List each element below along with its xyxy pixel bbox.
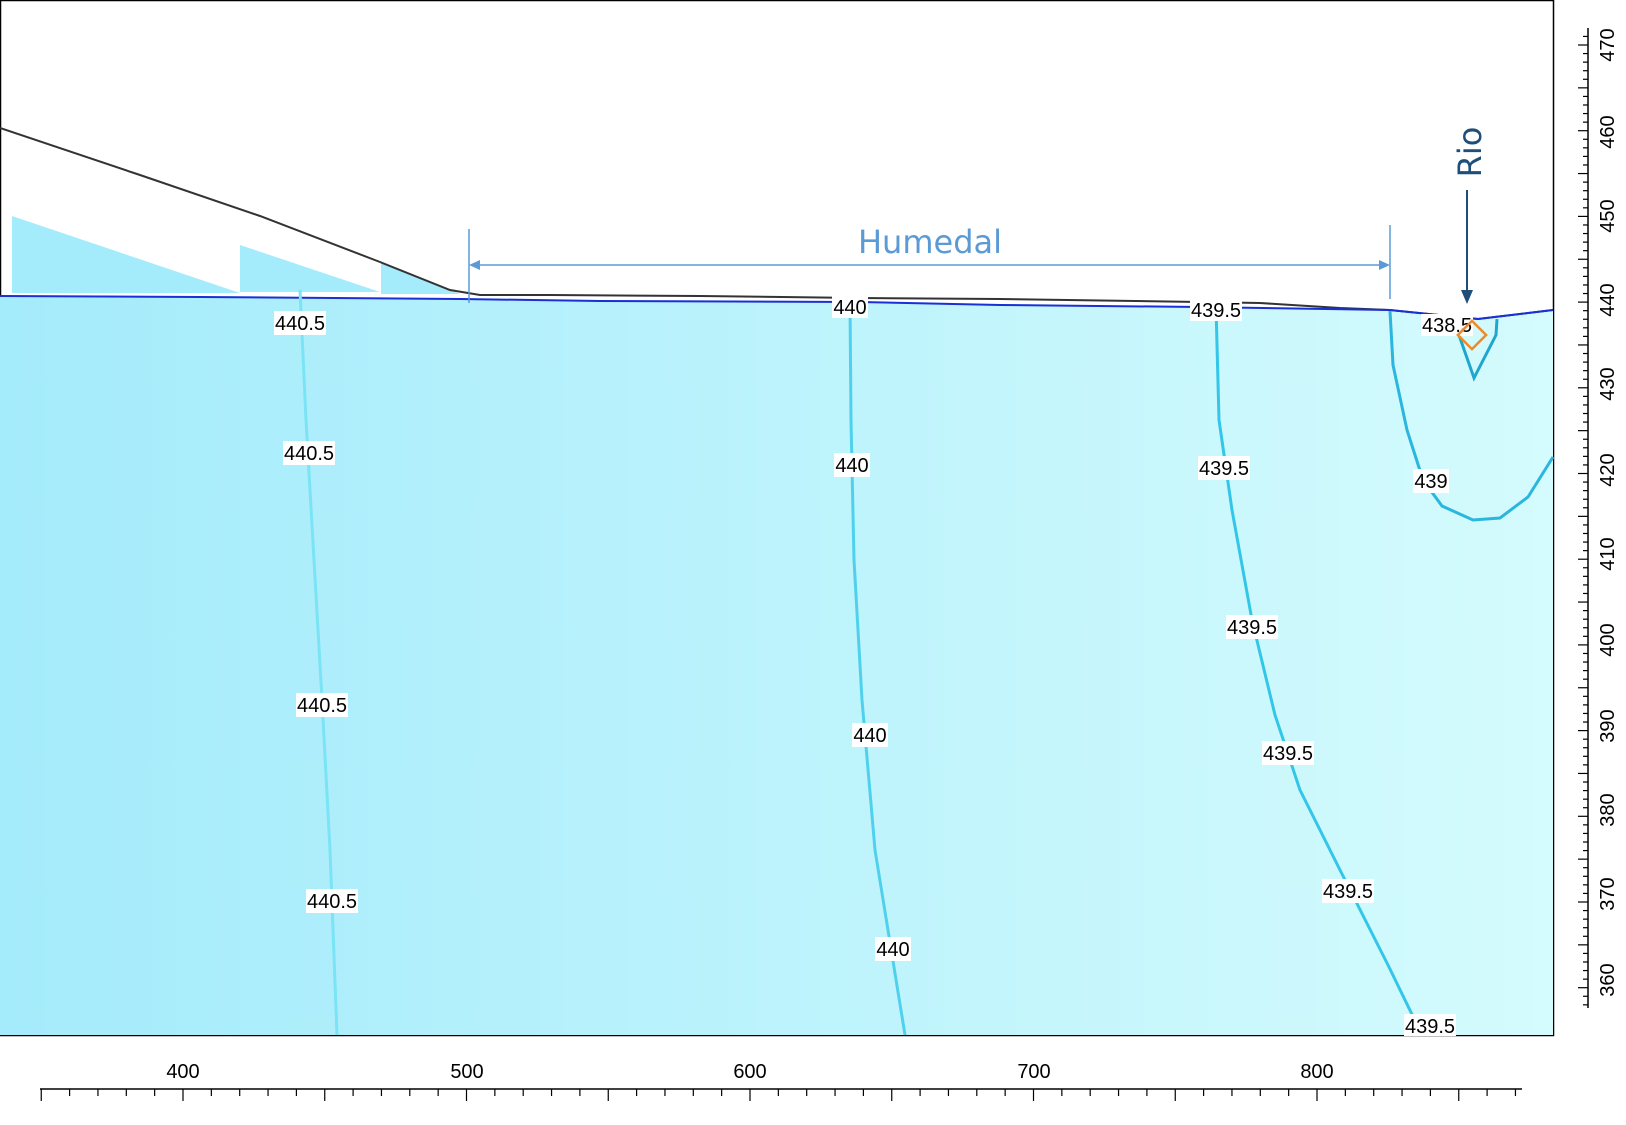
x-tick-label: 500 bbox=[450, 1061, 483, 1083]
y-tick-label: 380 bbox=[1597, 793, 1619, 826]
contour-label: 439.5 bbox=[1199, 458, 1249, 480]
contour-line-439 bbox=[1388, 310, 1555, 522]
contour-label: 440.5 bbox=[284, 443, 334, 465]
contour-label: 438.5 bbox=[1422, 315, 1472, 337]
river-annotation: Rio bbox=[1451, 127, 1489, 304]
x-tick-label: 400 bbox=[166, 1061, 199, 1083]
wetland-label: Humedal bbox=[858, 223, 1002, 261]
seepage-wedge bbox=[12, 216, 240, 293]
contour-label: 439.5 bbox=[1263, 743, 1313, 765]
contour-label: 440.5 bbox=[297, 695, 347, 717]
x-tick-label: 700 bbox=[1017, 1061, 1050, 1083]
contour-labels: 440.5 440.5 440.5 440.5 440 440 440 440 … bbox=[274, 296, 1473, 1038]
contour-label: 439.5 bbox=[1323, 881, 1373, 903]
contour-line-439.5 bbox=[1214, 306, 1424, 1036]
x-tick-label: 800 bbox=[1300, 1061, 1333, 1083]
x-axis: 400 500 600 700 800 bbox=[40, 1061, 1522, 1101]
y-axis: 470 460 450 440 430 420 410 400 390 380 … bbox=[1578, 28, 1619, 1008]
saturated-zone bbox=[0, 296, 1553, 1035]
y-tick-label: 430 bbox=[1597, 367, 1619, 400]
contour-label: 440 bbox=[853, 725, 886, 747]
wetland-annotation: Humedal bbox=[468, 223, 1391, 303]
y-tick-label: 410 bbox=[1597, 537, 1619, 570]
y-tick-label: 390 bbox=[1597, 709, 1619, 742]
y-tick-label: 450 bbox=[1597, 199, 1619, 232]
river-label: Rio bbox=[1451, 127, 1489, 178]
contour-label: 440 bbox=[833, 297, 866, 319]
y-tick-label: 470 bbox=[1597, 28, 1619, 61]
contour-label: 440 bbox=[876, 939, 909, 961]
contour-line-440 bbox=[848, 301, 907, 1036]
y-tick-label: 420 bbox=[1597, 453, 1619, 486]
contour-label: 440.5 bbox=[275, 313, 325, 335]
contour-line-440.5 bbox=[298, 289, 339, 1036]
y-tick-label: 360 bbox=[1597, 963, 1619, 996]
y-tick-label: 400 bbox=[1597, 623, 1619, 656]
contour-label: 440 bbox=[835, 455, 868, 477]
x-tick-label: 600 bbox=[733, 1061, 766, 1083]
river-arrow-head bbox=[1461, 290, 1473, 304]
contour-label: 440.5 bbox=[307, 891, 357, 913]
y-tick-label: 460 bbox=[1597, 115, 1619, 148]
contour-label: 439 bbox=[1414, 471, 1447, 493]
contour-label: 439.5 bbox=[1405, 1016, 1455, 1038]
contour-label: 439.5 bbox=[1227, 617, 1277, 639]
seepage-wedge bbox=[240, 245, 380, 292]
y-tick-label: 370 bbox=[1597, 877, 1619, 910]
observation-point-marker bbox=[1456, 319, 1488, 351]
contour-line-438.5 bbox=[1451, 317, 1499, 382]
y-tick-label: 440 bbox=[1597, 283, 1619, 316]
contour-label: 439.5 bbox=[1191, 300, 1241, 322]
